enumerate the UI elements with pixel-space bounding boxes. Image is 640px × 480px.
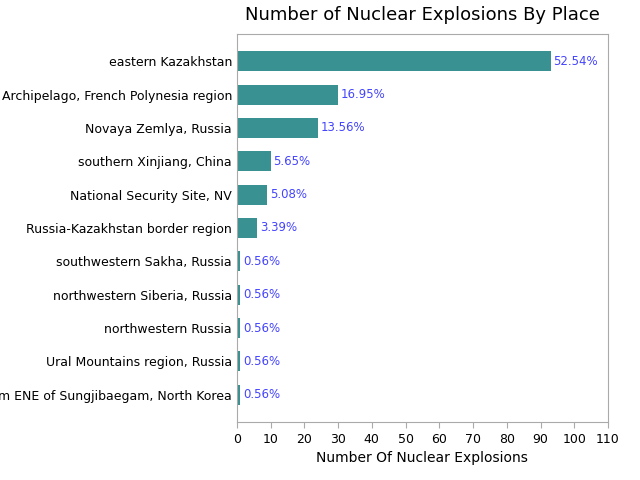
Bar	[237, 51, 550, 71]
Text: 13.56%: 13.56%	[321, 121, 365, 134]
Text: 52.54%: 52.54%	[554, 55, 598, 68]
Text: 3.39%: 3.39%	[260, 221, 297, 235]
Text: 0.56%: 0.56%	[243, 322, 280, 335]
Text: 0.56%: 0.56%	[243, 355, 280, 368]
Text: 0.56%: 0.56%	[243, 388, 280, 401]
X-axis label: Number Of Nuclear Explosions: Number Of Nuclear Explosions	[316, 451, 529, 466]
Bar	[237, 185, 267, 204]
Bar	[237, 84, 338, 105]
Bar	[237, 218, 257, 238]
Text: 0.56%: 0.56%	[243, 255, 280, 268]
Text: 0.56%: 0.56%	[243, 288, 280, 301]
Bar	[237, 151, 271, 171]
Bar	[237, 252, 240, 271]
Bar	[237, 118, 318, 138]
Text: 5.65%: 5.65%	[273, 155, 310, 168]
Text: 16.95%: 16.95%	[340, 88, 385, 101]
Bar	[237, 385, 240, 405]
Text: 5.08%: 5.08%	[270, 188, 307, 201]
Bar	[237, 351, 240, 372]
Bar	[237, 285, 240, 305]
Title: Number of Nuclear Explosions By Place: Number of Nuclear Explosions By Place	[245, 6, 600, 24]
Bar	[237, 318, 240, 338]
